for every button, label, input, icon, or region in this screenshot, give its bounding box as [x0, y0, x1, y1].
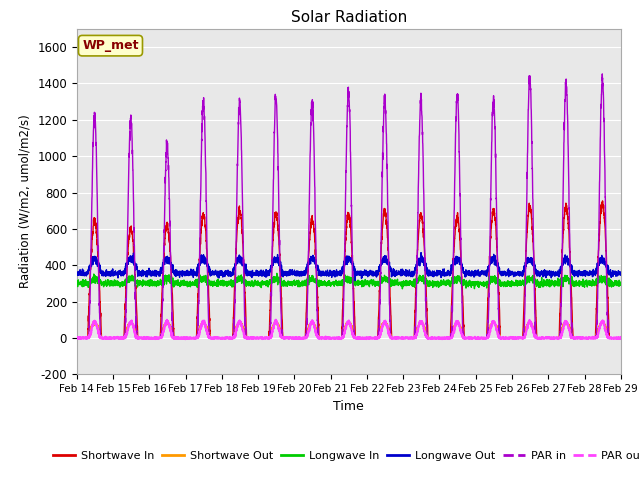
- Legend: Shortwave In, Shortwave Out, Longwave In, Longwave Out, PAR in, PAR out: Shortwave In, Shortwave Out, Longwave In…: [49, 447, 640, 466]
- Text: WP_met: WP_met: [82, 39, 139, 52]
- Y-axis label: Radiation (W/m2, umol/m2/s): Radiation (W/m2, umol/m2/s): [19, 115, 32, 288]
- X-axis label: Time: Time: [333, 400, 364, 413]
- Title: Solar Radiation: Solar Radiation: [291, 10, 407, 25]
